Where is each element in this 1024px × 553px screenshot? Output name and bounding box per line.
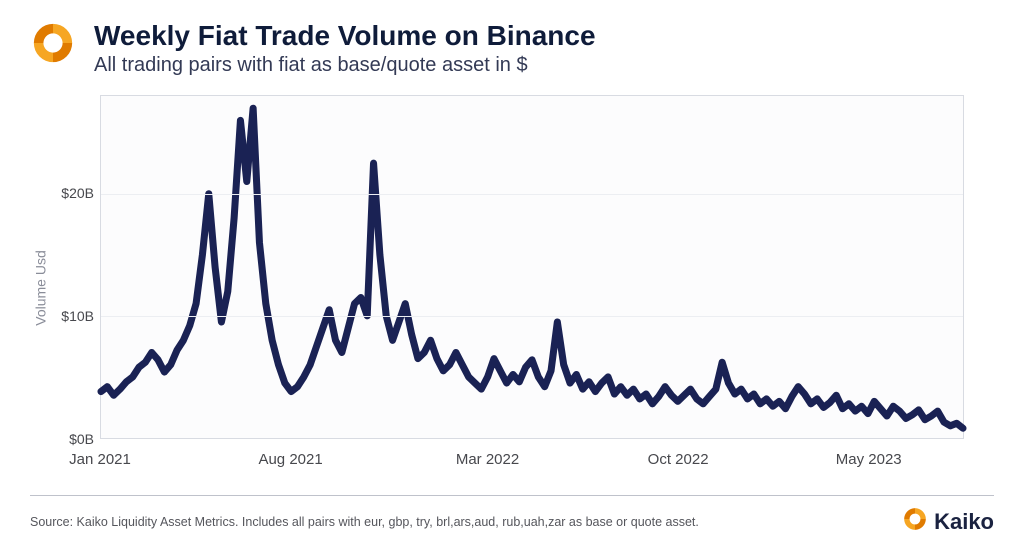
x-axis-ticks: Jan 2021Aug 2021Mar 2022Oct 2022May 2023: [100, 445, 964, 481]
chart-body: Volume Usd $0B $10B $20B Jan 2021 Aug 2021 M…: [30, 95, 994, 481]
plot-rect: [100, 95, 964, 439]
kaiko-logo-icon: [902, 506, 928, 537]
brand-name: Kaiko: [934, 509, 994, 535]
y-axis-label: Volume Usd: [33, 250, 49, 325]
chart-subtitle: All trading pairs with fiat as base/quot…: [94, 54, 596, 77]
gridline: [101, 194, 963, 195]
y-tick-label: $0B: [69, 431, 94, 447]
x-tick-label: Oct 2022: [648, 451, 709, 468]
y-axis-ticks: $0B $10B $20B: [52, 95, 100, 481]
y-tick-label: $10B: [61, 308, 94, 324]
x-tick-label: Aug 2021: [258, 451, 322, 468]
brand-mark: Kaiko: [902, 506, 994, 537]
volume-line-series: [101, 108, 963, 428]
title-block: Weekly Fiat Trade Volume on Binance All …: [94, 20, 596, 77]
source-text: Source: Kaiko Liquidity Asset Metrics. I…: [30, 515, 699, 529]
chart-title: Weekly Fiat Trade Volume on Binance: [94, 20, 596, 52]
x-tick-label: Jan 2021: [69, 451, 131, 468]
chart-footer: Source: Kaiko Liquidity Asset Metrics. I…: [30, 495, 994, 537]
chart-header: Weekly Fiat Trade Volume on Binance All …: [30, 20, 994, 77]
y-tick-label: $20B: [61, 185, 94, 201]
y-axis-label-wrap: Volume Usd: [30, 95, 52, 481]
line-series-layer: [101, 96, 963, 438]
gridline: [101, 316, 963, 317]
chart-container: Weekly Fiat Trade Volume on Binance All …: [0, 0, 1024, 553]
kaiko-logo-icon: [30, 20, 76, 71]
x-tick-label: May 2023: [836, 451, 902, 468]
x-tick-label: Mar 2022: [456, 451, 519, 468]
plot-area: Jan 2021Aug 2021Mar 2022Oct 2022May 2023: [100, 95, 994, 481]
